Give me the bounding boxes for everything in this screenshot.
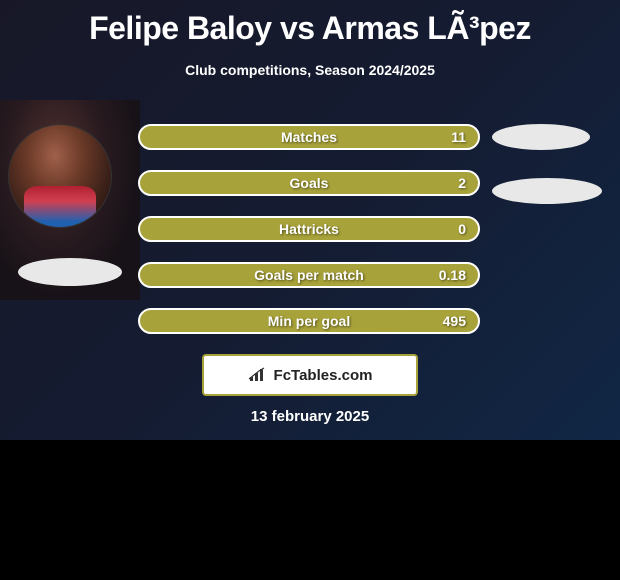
- stat-bar-gpm: Goals per match 0.18: [138, 262, 480, 288]
- stat-label: Matches: [281, 129, 337, 145]
- fctables-text: FcTables.com: [274, 367, 373, 384]
- stat-label: Goals: [290, 175, 329, 191]
- player-avatar-left: [8, 124, 112, 228]
- stat-value: 0.18: [439, 267, 466, 283]
- date-text: 13 february 2025: [0, 408, 620, 425]
- season-subtitle: Club competitions, Season 2024/2025: [0, 62, 620, 78]
- stat-label: Hattricks: [279, 221, 339, 237]
- stat-value: 2: [458, 175, 466, 191]
- stat-label: Min per goal: [268, 313, 350, 329]
- stat-value: 0: [458, 221, 466, 237]
- ellipse-left: [18, 258, 122, 286]
- ellipse-right-1: [492, 124, 590, 150]
- stat-bar-hattricks: Hattricks 0: [138, 216, 480, 242]
- ellipse-right-2: [492, 178, 602, 204]
- comparison-title: Felipe Baloy vs Armas LÃ³pez: [0, 10, 620, 47]
- stat-value: 495: [443, 313, 466, 329]
- stat-value: 11: [451, 129, 466, 145]
- stat-label: Goals per match: [254, 267, 364, 283]
- chart-icon: [248, 367, 268, 383]
- stat-bar-goals: Goals 2: [138, 170, 480, 196]
- fctables-badge[interactable]: FcTables.com: [202, 354, 418, 396]
- stat-bar-matches: Matches 11: [138, 124, 480, 150]
- stat-bar-mpg: Min per goal 495: [138, 308, 480, 334]
